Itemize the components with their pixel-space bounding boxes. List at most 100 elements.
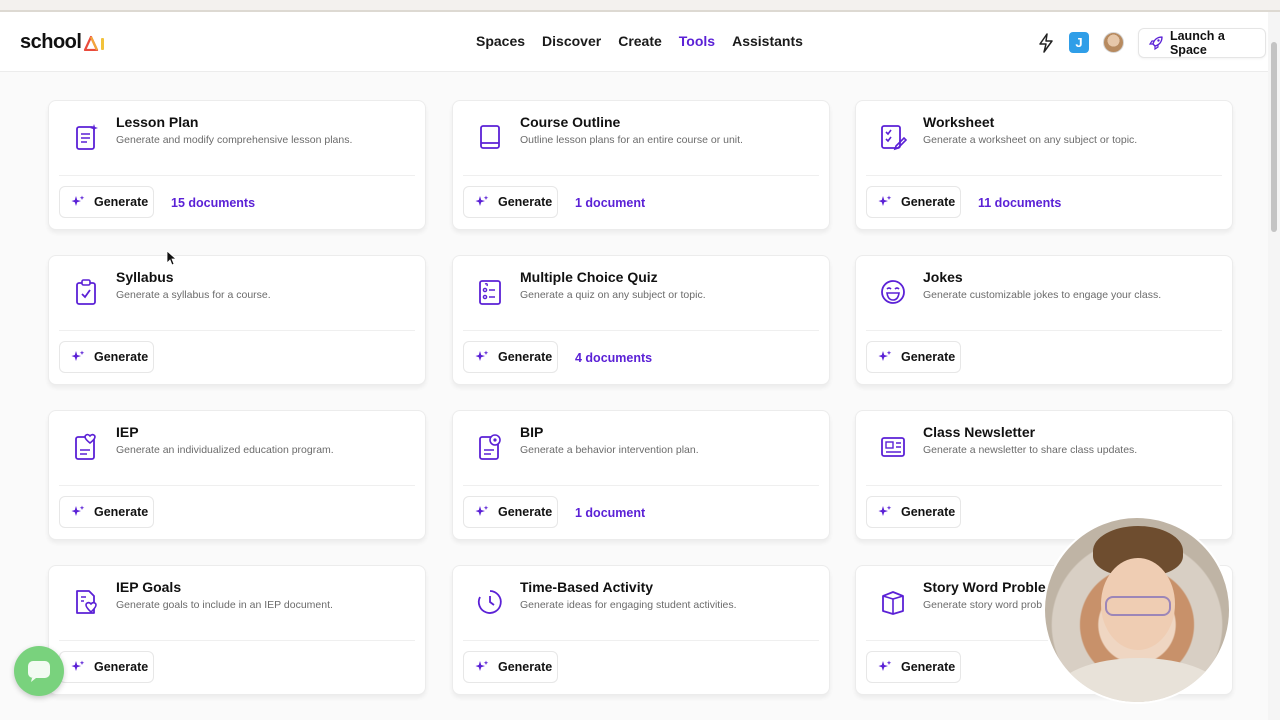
card-divider	[866, 330, 1222, 331]
chat-support-button[interactable]	[14, 646, 64, 696]
nav-discover[interactable]: Discover	[542, 33, 602, 49]
tool-card-iep-goals[interactable]: IEP Goals Generate goals to include in a…	[48, 565, 426, 695]
generate-label: Generate	[498, 660, 553, 674]
tool-description: Generate and modify comprehensive lesson…	[116, 134, 353, 146]
documents-link[interactable]: 11 documents	[978, 196, 1062, 210]
logo-ai-mark-icon	[84, 35, 105, 51]
heart-document-icon	[71, 432, 101, 462]
launch-space-button[interactable]: Launch a Space	[1138, 28, 1266, 58]
documents-link[interactable]: 1 document	[575, 506, 646, 520]
tool-card-worksheet[interactable]: Worksheet Generate a worksheet on any su…	[855, 100, 1233, 230]
generate-label: Generate	[94, 660, 149, 674]
card-divider	[866, 175, 1222, 176]
sparkle-icon	[475, 505, 489, 516]
tool-title: Jokes	[923, 269, 963, 285]
tool-title: BIP	[520, 424, 544, 440]
card-divider	[866, 640, 1222, 641]
sparkle-icon	[878, 660, 892, 671]
lightning-icon[interactable]	[1038, 33, 1054, 53]
user-initial-badge[interactable]: J	[1069, 32, 1089, 53]
generate-button[interactable]: Generate	[866, 186, 961, 218]
tool-title: Time-Based Activity	[520, 579, 654, 595]
nav-tools[interactable]: Tools	[678, 33, 716, 49]
card-divider	[59, 485, 415, 486]
nav-create[interactable]: Create	[618, 33, 662, 49]
card-divider	[59, 330, 415, 331]
tool-title: Class Newsletter	[923, 424, 1036, 440]
card-divider	[866, 485, 1222, 486]
tool-card-bip[interactable]: BIP Generate a behavior intervention pla…	[452, 410, 830, 540]
tool-card-time-based-activity[interactable]: Time-Based Activity Generate ideas for e…	[452, 565, 830, 695]
sparkle-icon	[878, 350, 892, 361]
tool-card-syllabus[interactable]: Syllabus Generate a syllabus for a cours…	[48, 255, 426, 385]
generate-button[interactable]: Generate	[463, 341, 558, 373]
tool-title: Course Outline	[520, 114, 621, 130]
generate-button[interactable]: Generate	[59, 496, 154, 528]
generate-button[interactable]: Generate	[866, 341, 961, 373]
sparkle-icon	[878, 195, 892, 206]
generate-button[interactable]: Generate	[866, 651, 961, 683]
browser-top-strip	[0, 0, 1280, 12]
tool-card-multiple-choice-quiz[interactable]: Multiple Choice Quiz Generate a quiz on …	[452, 255, 830, 385]
tool-title: Lesson Plan	[116, 114, 199, 130]
documents-link[interactable]: 15 documents	[171, 196, 256, 210]
avatar[interactable]	[1103, 32, 1124, 53]
heart-goals-icon	[71, 587, 101, 617]
chat-icon	[28, 661, 50, 682]
tool-description: Generate an individualized education pro…	[116, 444, 334, 456]
nav-assistants[interactable]: Assistants	[732, 33, 803, 49]
sparkle-icon	[878, 505, 892, 516]
card-divider	[59, 640, 415, 641]
generate-button[interactable]: Generate	[463, 186, 558, 218]
generate-label: Generate	[94, 195, 149, 209]
generate-button[interactable]: Generate	[463, 651, 558, 683]
generate-button[interactable]: Generate	[59, 651, 154, 683]
tool-description: Generate customizable jokes to engage yo…	[923, 289, 1162, 301]
flower-document-icon	[475, 432, 505, 462]
sparkle-icon	[71, 195, 85, 206]
tool-description: Generate a quiz on any subject or topic.	[520, 289, 706, 301]
scrollbar-thumb[interactable]	[1271, 42, 1277, 232]
tool-card-iep[interactable]: IEP Generate an individualized education…	[48, 410, 426, 540]
tool-description: Generate goals to include in an IEP docu…	[116, 599, 333, 611]
tool-description: Generate ideas for engaging student acti…	[520, 599, 737, 611]
generate-label: Generate	[498, 195, 553, 209]
lesson-plan-icon	[71, 122, 101, 152]
generate-button[interactable]: Generate	[59, 186, 154, 218]
tool-card-lesson-plan[interactable]: Lesson Plan Generate and modify comprehe…	[48, 100, 426, 230]
generate-label: Generate	[901, 505, 956, 519]
sparkle-icon	[475, 195, 489, 206]
top-navbar: school Spaces Discover Create Tools Assi…	[0, 12, 1268, 72]
generate-label: Generate	[901, 350, 956, 364]
generate-label: Generate	[498, 505, 553, 519]
tool-description: Outline lesson plans for an entire cours…	[520, 134, 743, 146]
tool-title: Worksheet	[923, 114, 995, 130]
clipboard-check-icon	[71, 277, 101, 307]
box-icon	[878, 587, 908, 617]
clock-icon	[475, 587, 505, 617]
generate-label: Generate	[901, 660, 956, 674]
sparkle-icon	[475, 660, 489, 671]
documents-link[interactable]: 4 documents	[575, 351, 653, 365]
tool-description: Generate story word prob	[923, 599, 1043, 611]
tool-card-class-newsletter[interactable]: Class Newsletter Generate a newsletter t…	[855, 410, 1233, 540]
nav-spaces[interactable]: Spaces	[476, 33, 526, 49]
tool-card-course-outline[interactable]: Course Outline Outline lesson plans for …	[452, 100, 830, 230]
card-divider	[463, 330, 819, 331]
documents-link[interactable]: 1 document	[575, 196, 646, 210]
generate-button[interactable]: Generate	[463, 496, 558, 528]
tool-title: Story Word Problem	[923, 579, 1059, 595]
rocket-icon	[1148, 36, 1163, 51]
generate-button[interactable]: Generate	[866, 496, 961, 528]
card-divider	[463, 640, 819, 641]
webcam-overlay	[1043, 516, 1231, 704]
tool-description: Generate a behavior intervention plan.	[520, 444, 699, 456]
tool-card-jokes[interactable]: Jokes Generate customizable jokes to eng…	[855, 255, 1233, 385]
generate-button[interactable]: Generate	[59, 341, 154, 373]
sparkle-icon	[71, 505, 85, 516]
mouse-cursor-icon	[166, 250, 176, 266]
quiz-icon	[475, 277, 505, 307]
card-divider	[59, 175, 415, 176]
generate-label: Generate	[94, 350, 149, 364]
logo[interactable]: school	[20, 31, 109, 54]
